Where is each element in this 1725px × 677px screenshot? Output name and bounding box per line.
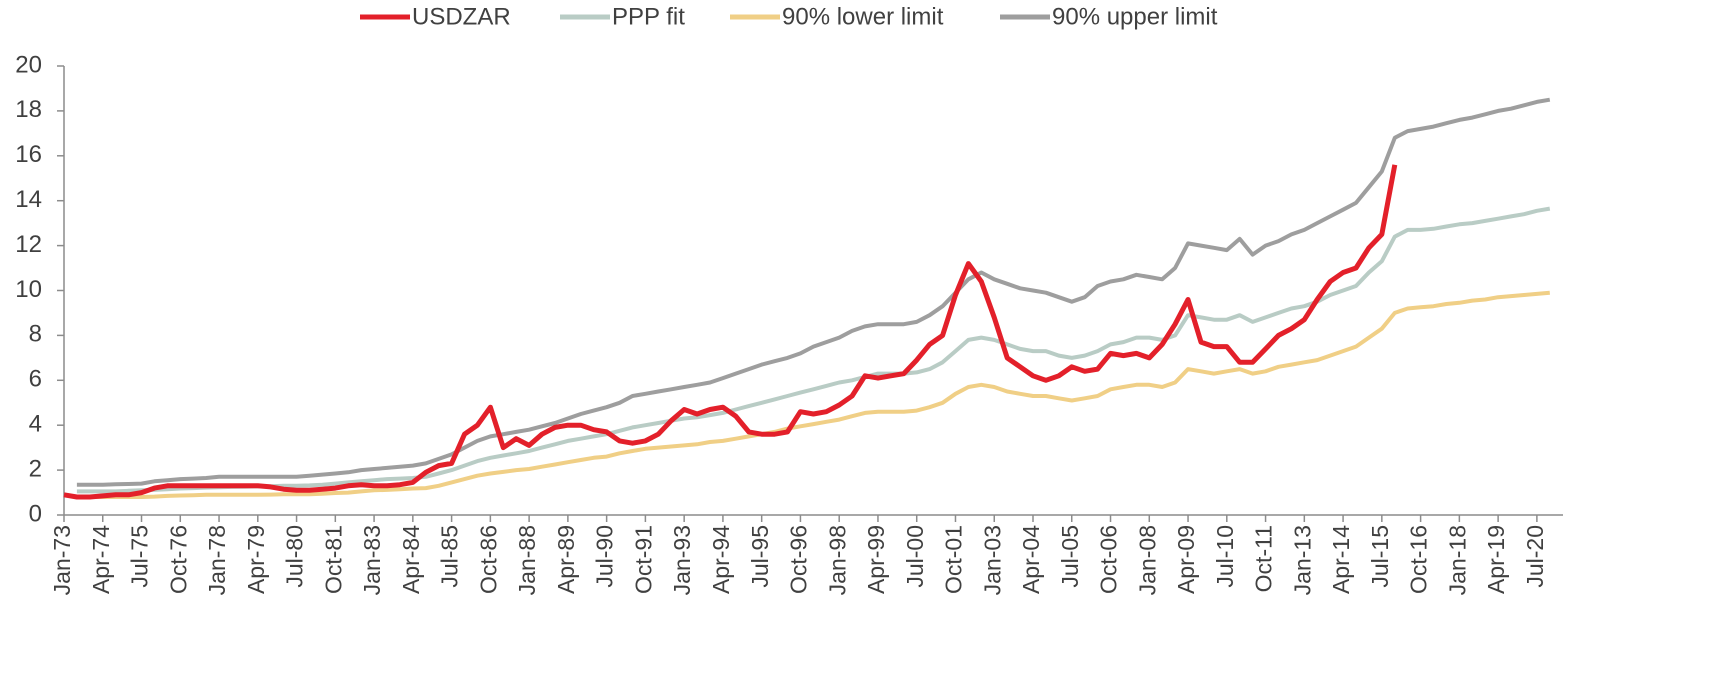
x-tick-label: Jan-73 (49, 525, 75, 595)
x-tick-label: Jan-03 (979, 525, 1005, 595)
x-tick-label: Jan-83 (359, 525, 385, 595)
x-tick-label: Jul-95 (747, 525, 773, 588)
x-tick-label: Oct-76 (165, 525, 191, 594)
y-tick-label: 4 (29, 411, 42, 438)
y-tick-label: 14 (15, 186, 42, 213)
y-tick-label: 10 (15, 276, 42, 303)
x-tick-label: Jul-90 (592, 525, 618, 588)
x-tick-label: Oct-16 (1406, 525, 1432, 594)
x-tick-label: Oct-06 (1096, 525, 1122, 594)
x-tick-label: Apr-14 (1328, 525, 1354, 594)
x-tick-label: Apr-94 (708, 525, 734, 594)
x-tick-label: Jan-88 (514, 525, 540, 595)
x-tick-label: Apr-79 (243, 525, 269, 594)
x-tick-label: Apr-04 (1018, 525, 1044, 594)
x-tick-label: Apr-99 (863, 525, 889, 594)
legend-label: 90% lower limit (782, 3, 944, 30)
series-line (76, 206, 1551, 494)
x-tick-label: Jan-98 (824, 525, 850, 595)
x-tick-label: Jan-08 (1134, 525, 1160, 595)
y-tick-label: 16 (15, 141, 42, 168)
legend-label: PPP fit (612, 3, 685, 30)
y-tick-label: 2 (29, 455, 42, 482)
x-tick-label: Jan-18 (1444, 525, 1470, 595)
y-tick-label: 18 (15, 96, 42, 123)
x-tick-label: Oct-81 (320, 525, 346, 594)
x-tick-label: Oct-86 (475, 525, 501, 594)
x-tick-label: Jul-80 (282, 525, 308, 588)
x-tick-label: Apr-19 (1483, 525, 1509, 594)
x-tick-label: Apr-74 (88, 525, 114, 594)
series-line (76, 290, 1550, 499)
x-tick-label: Apr-09 (1173, 525, 1199, 594)
y-tick-label: 12 (15, 231, 42, 258)
y-tick-label: 6 (29, 366, 42, 393)
x-tick-label: Jul-15 (1367, 525, 1393, 588)
x-tick-label: Jan-13 (1289, 525, 1315, 595)
x-tick-label: Jul-05 (1057, 525, 1083, 588)
y-tick-label: 8 (29, 321, 42, 348)
x-tick-label: Jul-20 (1522, 525, 1548, 588)
x-tick-label: Jul-85 (437, 525, 463, 588)
x-tick-label: Oct-11 (1251, 525, 1277, 592)
x-tick-label: Jan-93 (669, 525, 695, 595)
series-line (63, 164, 1398, 500)
y-tick-label: 20 (15, 51, 42, 78)
x-tick-label: Apr-84 (398, 525, 424, 594)
x-tick-label: Oct-01 (941, 525, 967, 594)
x-tick-label: Jul-75 (127, 525, 153, 588)
y-tick-label: 0 (29, 500, 42, 527)
x-tick-label: Oct-91 (630, 525, 656, 594)
x-tick-label: Apr-89 (553, 525, 579, 594)
legend-label: 90% upper limit (1052, 3, 1218, 30)
x-tick-label: Jan-78 (204, 525, 230, 595)
x-tick-label: Jul-10 (1212, 525, 1238, 588)
series-line (76, 97, 1551, 487)
x-tick-label: Jul-00 (902, 525, 928, 588)
legend-label: USDZAR (412, 3, 511, 30)
x-tick-label: Oct-96 (786, 525, 812, 594)
